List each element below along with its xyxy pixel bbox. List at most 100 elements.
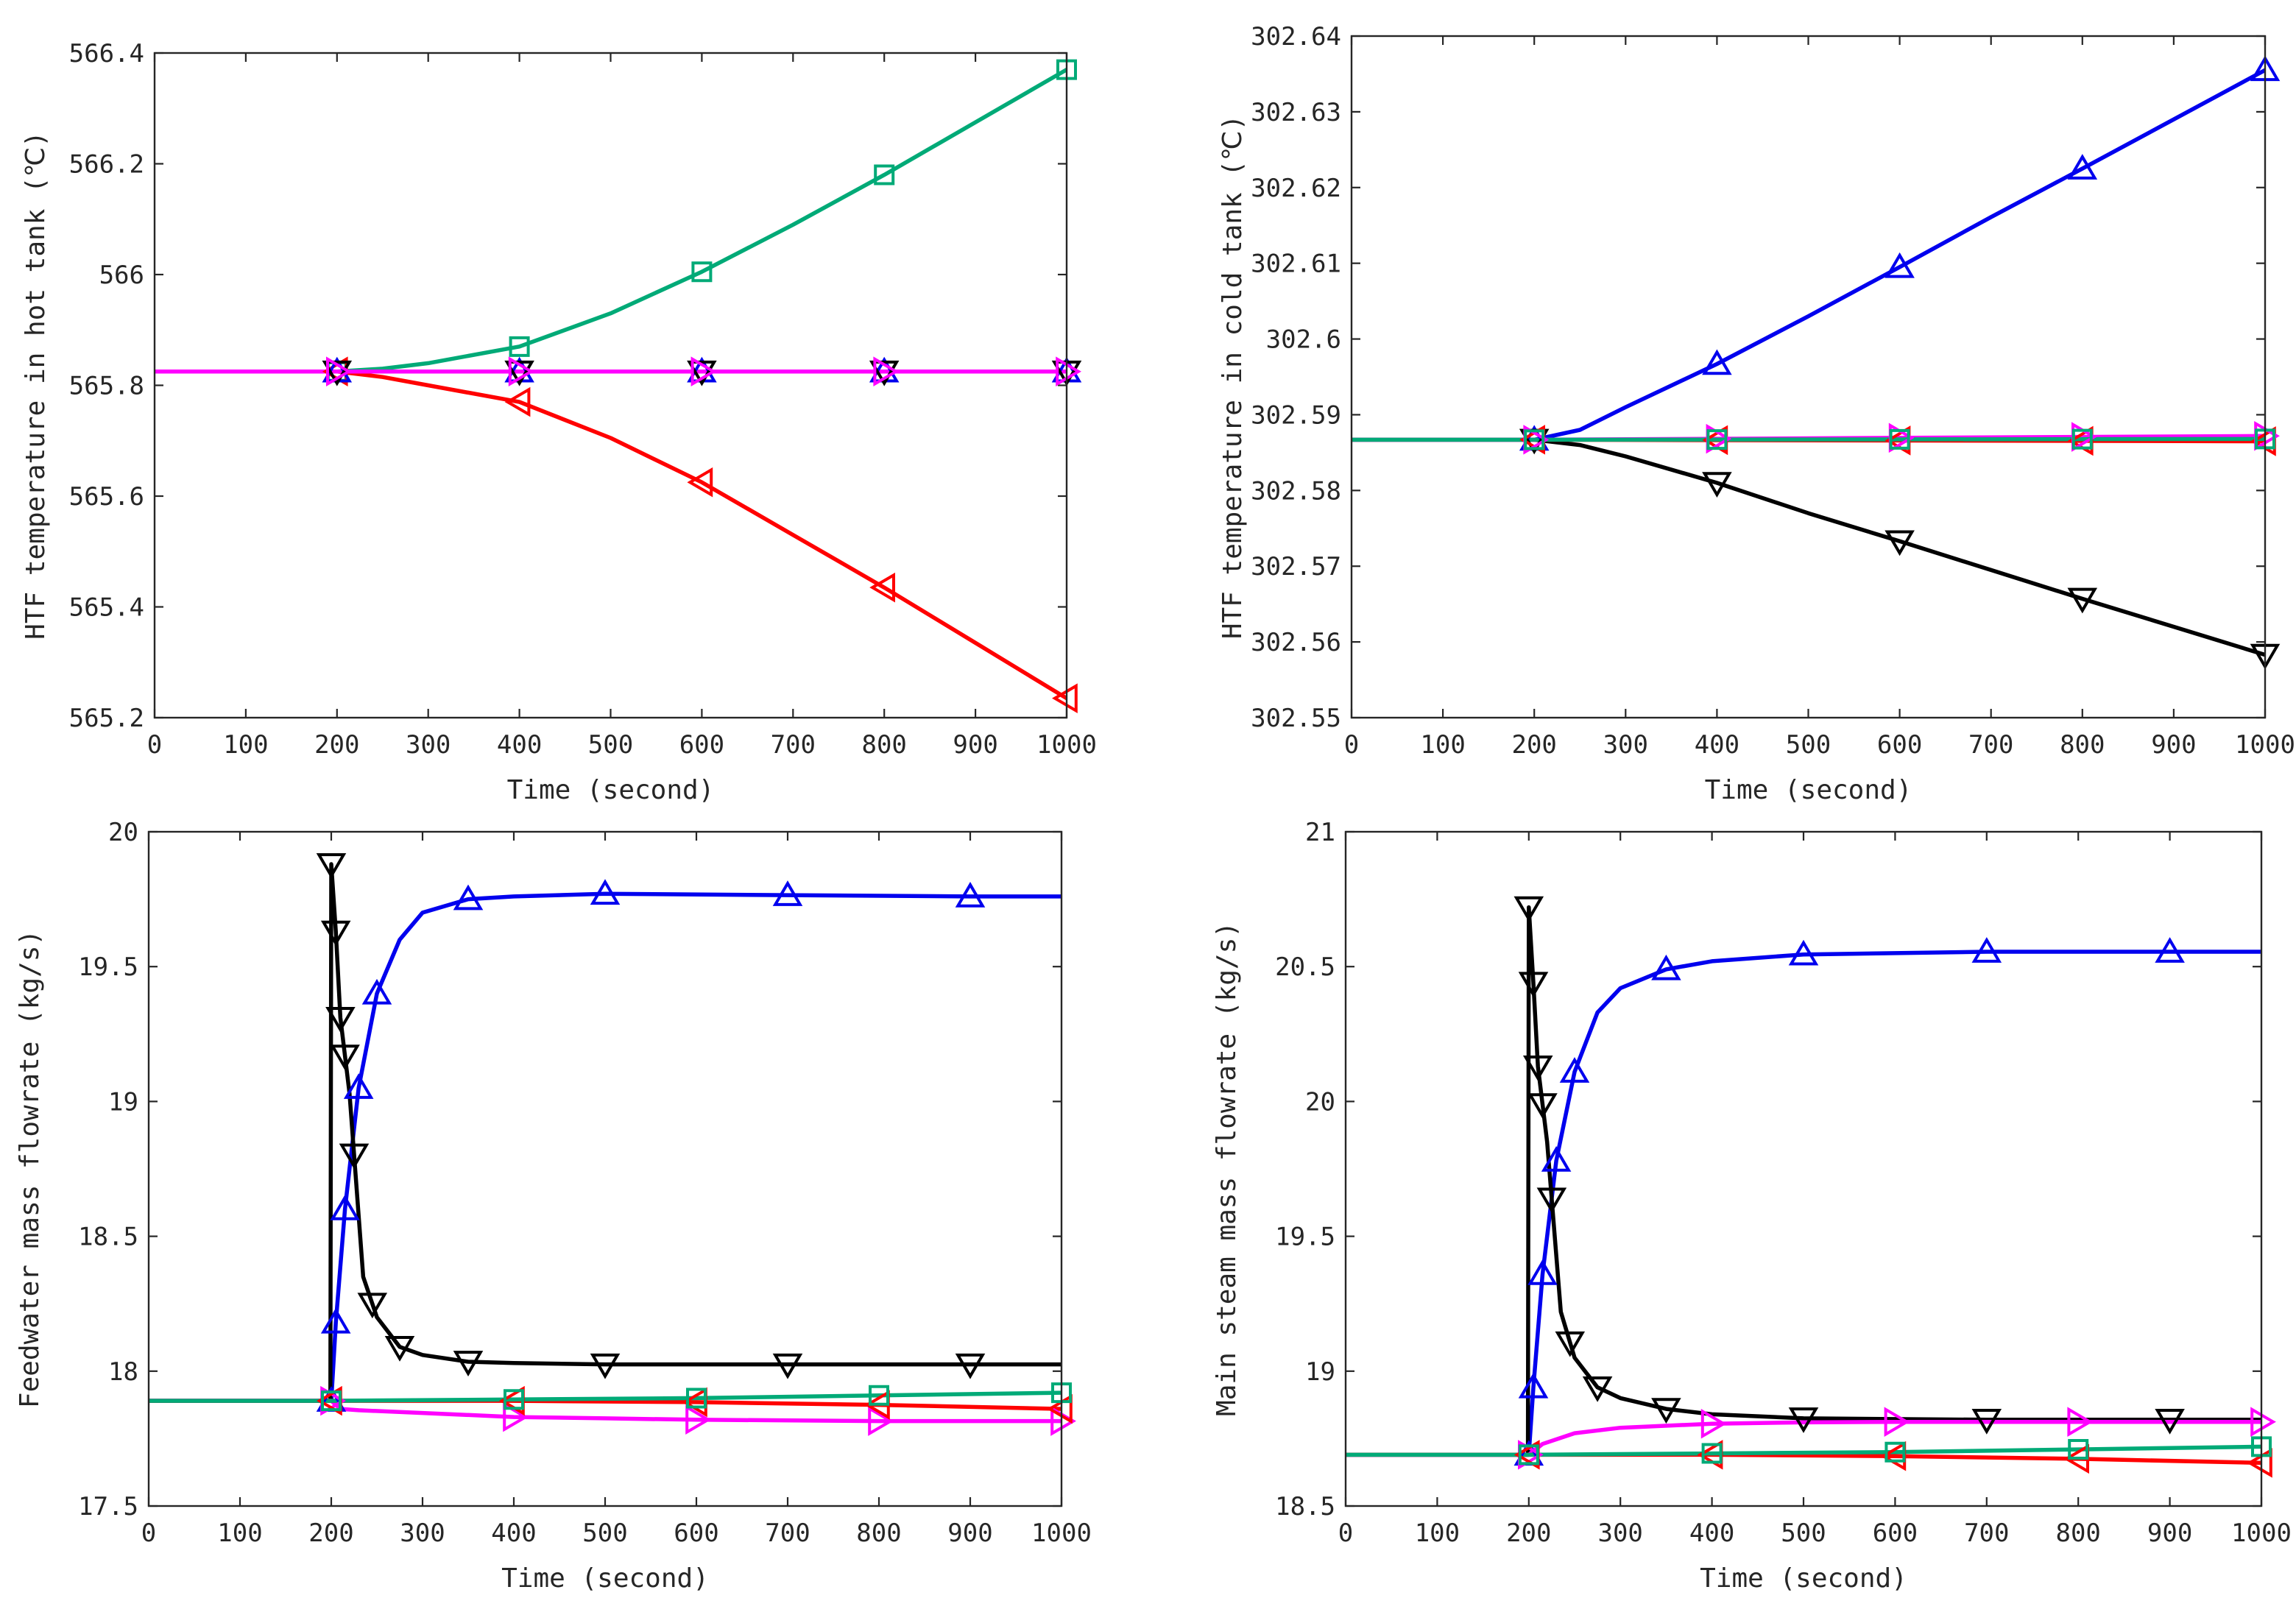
marker-black-triangle-down (772, 1353, 803, 1379)
marker-magenta-triangle-right (1056, 356, 1081, 386)
marker-black-triangle-down (2155, 1408, 2185, 1435)
marker-blue-triangle-up (1702, 349, 1732, 375)
y-tick-label: 18.5 (1275, 1492, 1335, 1521)
y-axis-label: Feedwater mass flowrate (kg/s) (15, 930, 45, 1408)
marker-blue-triangle-up (361, 978, 392, 1005)
marker-black-triangle-down (325, 1007, 356, 1033)
marker-green-square (1051, 1382, 1072, 1404)
marker-green-square (1706, 429, 1728, 450)
x-tick-label: 800 (856, 1519, 901, 1548)
marker-black-triangle-down (384, 1336, 415, 1362)
x-tick-label: 600 (679, 730, 724, 760)
marker-black-triangle-down (869, 360, 900, 386)
marker-red-triangle-left (1052, 683, 1078, 713)
x-tick-label: 900 (2151, 730, 2196, 760)
y-tick-label: 302.63 (1251, 98, 1341, 127)
x-tick-label: 400 (491, 1519, 536, 1548)
marker-black-triangle-down (322, 360, 353, 386)
x-tick-label: 1000 (1036, 730, 1097, 760)
marker-black-triangle-down (1518, 972, 1549, 998)
x-axis-label: Time (second) (1700, 1563, 1907, 1594)
x-tick-label: 900 (953, 730, 997, 760)
marker-magenta-triangle-right (503, 1401, 529, 1432)
x-tick-label: 500 (1781, 1519, 1826, 1548)
marker-magenta-triangle-right (508, 356, 534, 386)
x-axis-label: Time (second) (507, 775, 715, 805)
x-tick-label: 700 (1964, 1519, 2009, 1548)
x-tick-label: 200 (314, 730, 359, 760)
x-tick-label: 600 (674, 1519, 718, 1548)
marker-magenta-triangle-right (1884, 1407, 1910, 1437)
y-tick-label: 566.2 (69, 150, 144, 180)
marker-black-triangle-down (955, 1353, 986, 1379)
marker-magenta-triangle-right (326, 356, 352, 386)
x-tick-label: 100 (217, 1519, 262, 1548)
marker-magenta-triangle-right (868, 1406, 894, 1436)
marker-blue-triangle-up (2155, 937, 2185, 963)
marker-green-square (691, 261, 713, 283)
x-tick-label: 600 (1873, 1519, 1918, 1548)
marker-blue-triangle-up (1971, 937, 2002, 963)
axes-frame (153, 52, 1068, 719)
x-tick-label: 900 (2147, 1519, 2192, 1548)
marker-red-triangle-left (869, 572, 895, 603)
marker-blue-triangle-up (343, 1073, 374, 1099)
marker-blue-triangle-up (1518, 1372, 1549, 1399)
plot-area (1352, 36, 2265, 718)
x-tick-label: 900 (947, 1519, 992, 1548)
x-tick-label: 300 (406, 730, 451, 760)
chart-hot-tank-temperature: 0 100 200 300 400 500 600 700 800 900 1000 565.2 565… (21, 39, 1097, 805)
x-tick-label: 600 (1877, 730, 1922, 760)
y-tick-label: 565.2 (69, 704, 144, 733)
series-line-blue (1352, 68, 2265, 442)
y-tick-label: 17.5 (78, 1492, 138, 1521)
marker-black-triangle-down (357, 1293, 388, 1319)
marker-blue-triangle-up (1559, 1057, 1590, 1083)
x-tick-label: 300 (400, 1519, 445, 1548)
marker-blue-triangle-up (1885, 252, 1915, 278)
marker-black-triangle-down (1702, 472, 1732, 498)
series-line-red (155, 369, 1067, 701)
series-line-black (1352, 437, 2265, 657)
marker-magenta-triangle-right (873, 356, 900, 386)
marker-magenta-triangle-right (2067, 1407, 2094, 1437)
axes-frame (1350, 35, 2267, 719)
marker-black-triangle-down (316, 853, 347, 879)
marker-black-triangle-down (1885, 530, 1915, 556)
marker-magenta-triangle-right (1700, 1408, 1727, 1439)
marker-blue-triangle-up (1541, 1146, 1572, 1172)
marker-blue-triangle-up (955, 881, 986, 908)
marker-blue-triangle-up (1788, 939, 1819, 966)
y-tick-label: 20 (1305, 1087, 1335, 1117)
x-axis-label: Time (second) (501, 1563, 709, 1594)
series-line-black (149, 862, 1062, 1403)
marker-blue-triangle-up (320, 1307, 351, 1334)
marker-black-triangle-down (2067, 587, 2098, 614)
y-axis-label: HTF temperature in hot tank (℃) (21, 131, 51, 640)
plot-area (155, 53, 1067, 718)
marker-black-triangle-down (1788, 1407, 1819, 1433)
marker-green-square (1885, 1441, 1906, 1463)
y-tick-label: 19 (1305, 1357, 1335, 1387)
x-tick-label: 1000 (2235, 730, 2295, 760)
marker-green-square (1056, 59, 1077, 80)
marker-blue-triangle-up (772, 880, 803, 906)
marker-black-triangle-down (590, 1353, 621, 1379)
marker-black-triangle-down (1971, 1408, 2002, 1435)
marker-black-triangle-down (453, 1351, 484, 1376)
x-tick-label: 800 (861, 730, 906, 760)
marker-blue-triangle-up (590, 879, 621, 905)
marker-black-triangle-down (1582, 1376, 1613, 1402)
x-tick-label: 200 (1506, 1519, 1551, 1548)
x-tick-label: 0 (147, 730, 162, 760)
marker-black-triangle-down (339, 1143, 370, 1170)
x-tick-label: 200 (308, 1519, 353, 1548)
marker-magenta-triangle-right (685, 1404, 711, 1435)
x-tick-label: 300 (1597, 1519, 1642, 1548)
chart-feedwater-mass-flowrate: 0 100 200 300 400 500 600 700 800 900 1000 17.5 18 18… (15, 818, 1092, 1594)
marker-green-square (1701, 1443, 1723, 1464)
x-tick-label: 1000 (1031, 1519, 1092, 1548)
marker-green-square (321, 1390, 342, 1412)
series-line-blue (149, 891, 1062, 1403)
